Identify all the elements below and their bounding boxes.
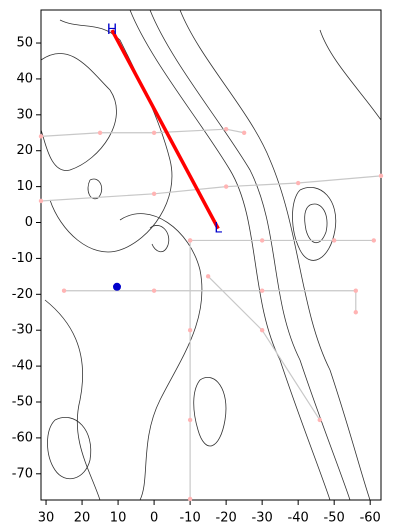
track-point <box>353 288 358 293</box>
y-tick-label: 40 <box>16 71 33 86</box>
x-tick-label: 30 <box>38 511 55 526</box>
x-tick-label: -40 <box>288 511 309 526</box>
track-point <box>205 274 211 279</box>
track-point <box>241 130 247 135</box>
track-point <box>223 184 229 189</box>
track-point <box>331 238 337 243</box>
profile-end-label: L <box>214 221 222 237</box>
track-point <box>187 496 193 502</box>
x-tick-label: -30 <box>252 511 273 526</box>
x-tick-label: -20 <box>216 511 237 526</box>
track-line <box>40 128 245 137</box>
x-tick-label: -60 <box>360 511 381 526</box>
track-point <box>38 198 44 204</box>
track-point <box>259 288 265 293</box>
track-point <box>371 238 376 243</box>
track-point <box>38 134 44 139</box>
track-point <box>378 173 384 179</box>
y-tick-label: -60 <box>12 430 33 445</box>
track-point <box>151 130 157 135</box>
x-tick-label: 20 <box>74 511 91 526</box>
x-tick-label: -50 <box>324 511 345 526</box>
y-tick-label: -30 <box>12 323 33 338</box>
y-tick-label: 50 <box>16 36 33 51</box>
y-tick-label: 0 <box>25 215 33 230</box>
track-point <box>317 417 322 423</box>
track-point <box>295 180 301 186</box>
track-point <box>151 191 157 196</box>
track-point <box>223 126 229 132</box>
track-line <box>64 290 357 313</box>
y-tick-label: 30 <box>16 107 33 122</box>
track-point <box>187 328 193 333</box>
track-point <box>151 288 157 293</box>
profile-line <box>110 29 220 230</box>
profile-start-label: H <box>107 22 118 38</box>
y-tick-label: -40 <box>12 359 33 374</box>
track-line <box>207 275 321 421</box>
y-tick-label: 10 <box>16 179 33 194</box>
x-tick-label: 0 <box>150 511 158 526</box>
track-point <box>259 238 265 243</box>
y-tick-label: -50 <box>12 395 33 410</box>
track-point <box>187 238 193 243</box>
contours <box>40 9 382 501</box>
station <box>112 282 121 291</box>
track-point <box>97 130 103 135</box>
x-tick-label: -10 <box>179 511 200 526</box>
y-tick-label: -10 <box>12 251 33 266</box>
track-point <box>259 328 265 333</box>
x-tick-label: 10 <box>110 511 127 526</box>
track-point <box>61 288 67 293</box>
y-tick-label: -20 <box>12 287 33 302</box>
track-point <box>353 310 358 315</box>
y-tick-label: -70 <box>12 466 33 481</box>
track-point <box>187 417 193 423</box>
frame <box>40 9 382 501</box>
y-tick-label: 20 <box>16 143 33 158</box>
